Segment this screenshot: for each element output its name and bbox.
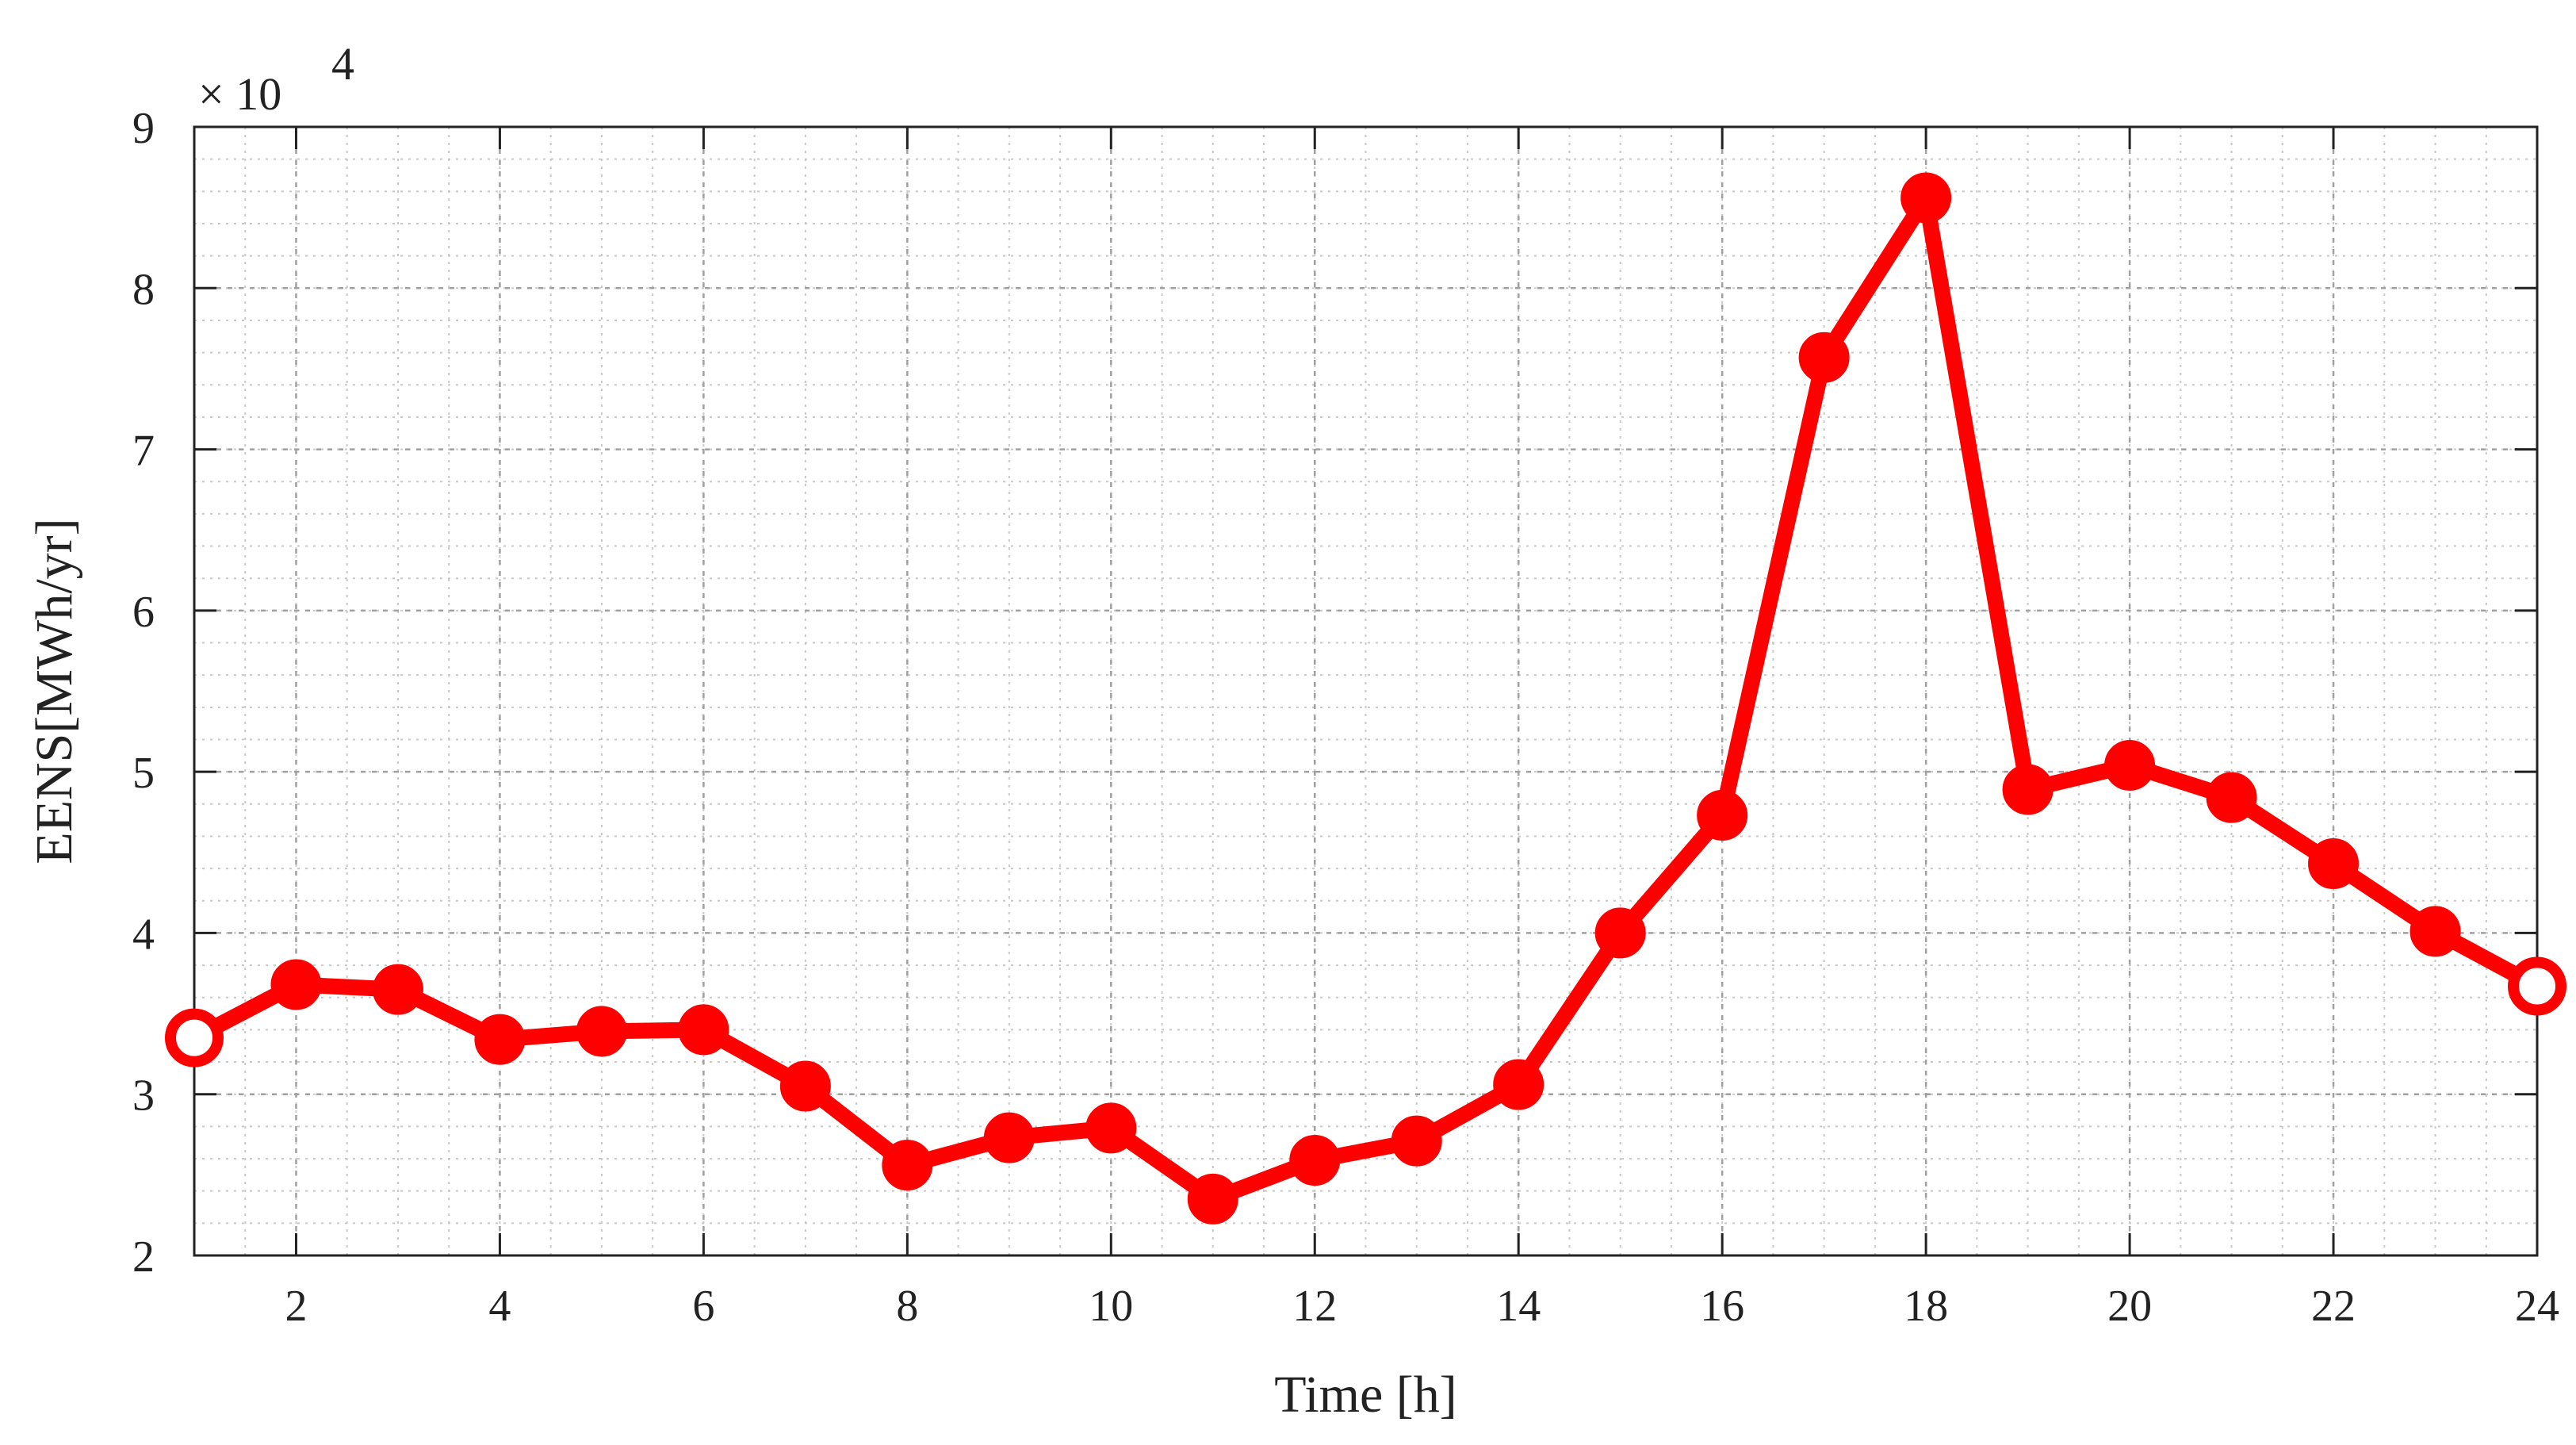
x-tick-label: 20 [2107,1282,2152,1331]
x-tick-label: 2 [285,1282,307,1331]
data-point [1900,172,1952,224]
data-point [1085,1102,1137,1154]
series-eens [165,172,2566,1225]
data-point [2206,772,2257,823]
data-point [882,1140,933,1191]
data-point [1187,1173,1238,1225]
y-multiplier-label: × 10 [198,68,281,120]
y-tick-label: 8 [132,265,155,314]
data-point [2308,838,2360,890]
data-point [372,964,423,1015]
y-tick-label: 3 [132,1071,155,1121]
x-tick-labels: 2 4 6 8 10 12 14 16 18 20 22 24 [285,1282,2559,1331]
data-point [165,1008,224,1067]
data-point [2104,740,2156,791]
data-point [1493,1059,1544,1110]
data-point [1798,332,1850,383]
y-tick-label: 2 [132,1232,155,1282]
x-tick-label: 24 [2515,1282,2559,1331]
x-axis-label: Time [h] [1274,1366,1456,1424]
x-tick-label: 10 [1089,1282,1133,1331]
data-point [779,1060,831,1112]
data-point [983,1112,1035,1163]
data-point [576,1006,627,1057]
y-tick-label: 5 [132,749,155,798]
y-multiplier-exponent: 4 [331,38,354,90]
data-point [1391,1115,1442,1167]
data-point [1594,907,1646,959]
x-tick-label: 12 [1292,1282,1337,1331]
y-axis-label: EENS[MWh/yr] [25,518,83,864]
data-point [474,1014,526,1065]
y-tick-labels: 2 3 4 5 6 7 8 9 [132,104,155,1282]
data-point [2508,956,2566,1016]
x-tick-label: 4 [488,1282,511,1331]
x-tick-label: 22 [2311,1282,2356,1331]
y-tick-label: 7 [132,427,155,476]
x-tick-label: 16 [1700,1282,1744,1331]
x-tick-label: 8 [896,1282,918,1331]
data-point [270,959,322,1010]
data-point [2002,764,2054,815]
data-point [678,1004,729,1056]
x-tick-label: 14 [1496,1282,1541,1331]
data-point [2409,906,2461,957]
y-tick-label: 6 [132,588,155,637]
data-point [1697,790,1748,841]
data-point [1289,1135,1341,1186]
y-tick-label: 9 [132,104,155,153]
x-tick-label: 6 [692,1282,714,1331]
x-tick-label: 18 [1904,1282,1948,1331]
plot-frame [193,125,2539,1257]
y-tick-label: 4 [132,910,155,959]
